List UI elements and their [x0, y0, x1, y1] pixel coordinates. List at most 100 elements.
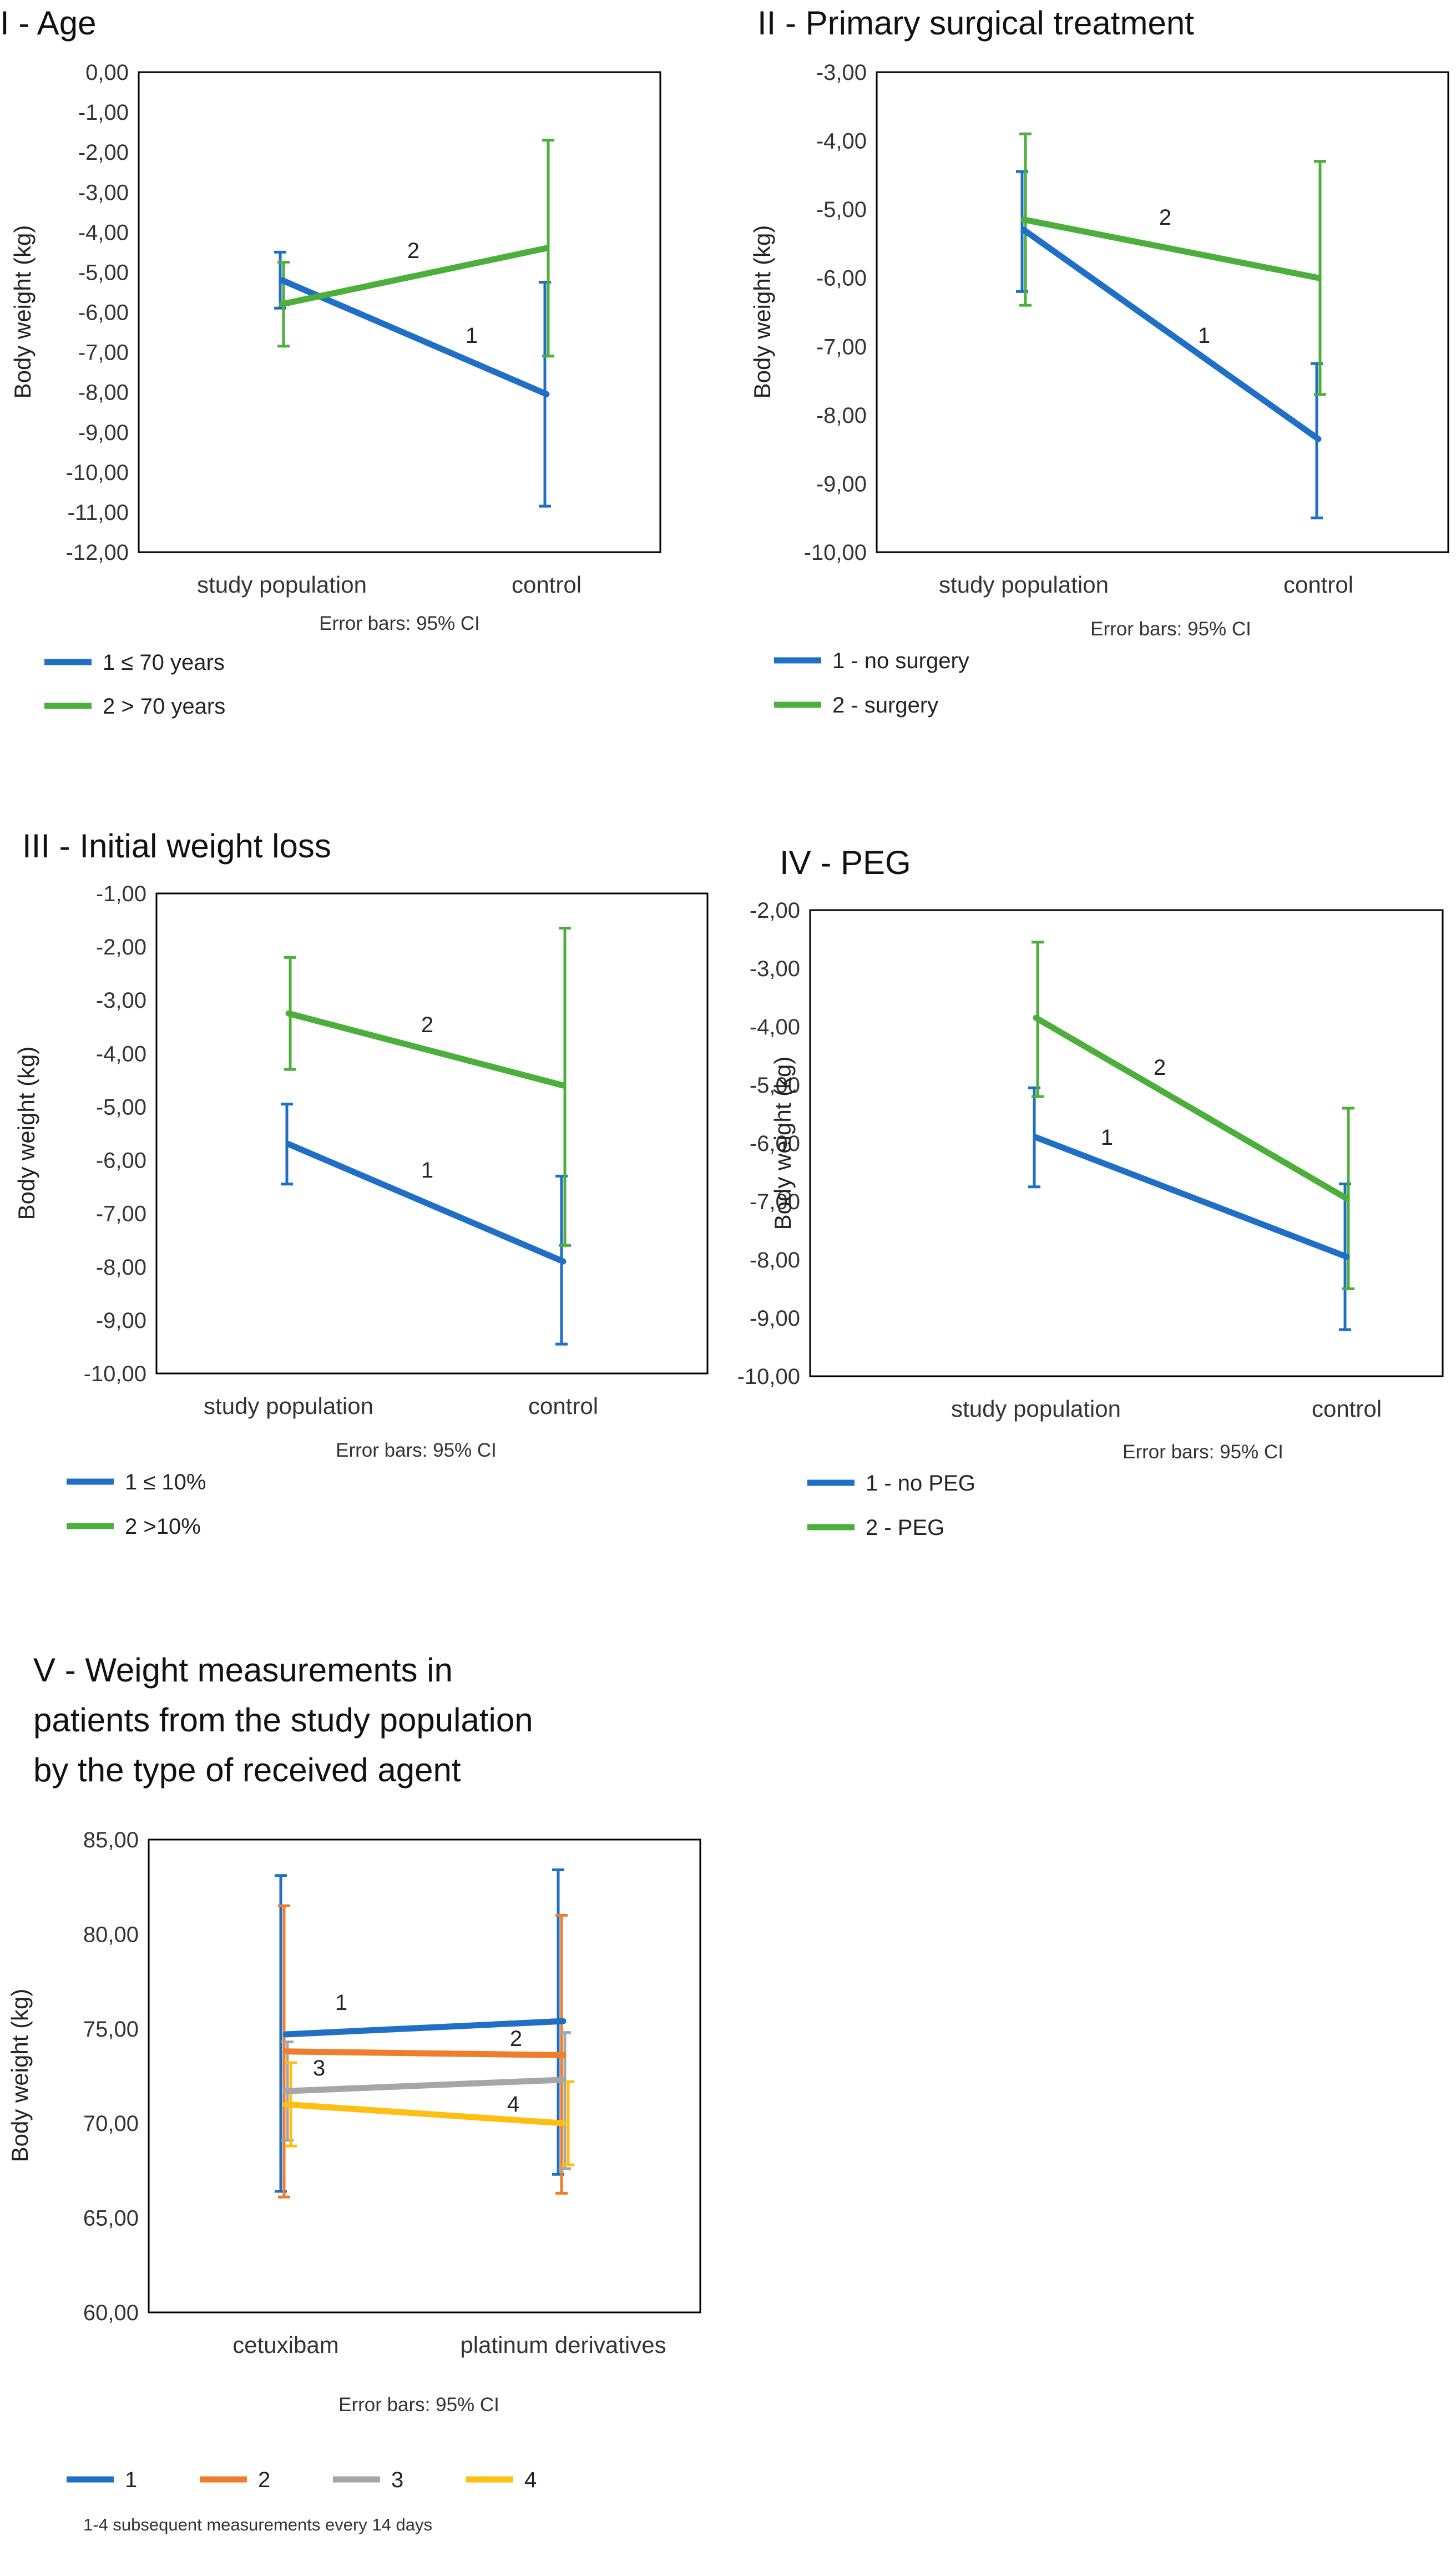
error-bar-note: Error bars: 95% CI [319, 613, 480, 634]
legend-label: 2 - PEG [866, 1516, 944, 1540]
y-tick-label: -4,00 [750, 1015, 800, 1039]
y-axis-label: Body weight (kg) [13, 1047, 39, 1220]
y-tick-label: 70,00 [83, 2112, 139, 2136]
error-bar-note: Error bars: 95% CI [338, 2394, 499, 2416]
series-label: 2 [1154, 1055, 1166, 1080]
y-tick-label: -12,00 [66, 541, 129, 565]
series-label: 2 [407, 239, 419, 263]
x-category-label: cetuxibam [232, 2332, 338, 2358]
y-tick-label: -4,00 [78, 220, 129, 245]
legend-label: 1 ≤ 70 years [103, 650, 225, 675]
y-tick-label: -3,00 [816, 60, 867, 85]
chart-title: III - Initial weight loss [22, 827, 331, 865]
plot-frame [148, 1838, 701, 2314]
y-tick-label: 0,00 [85, 60, 129, 85]
legend-label: 4 [524, 2468, 537, 2492]
series-line-2 [279, 245, 550, 307]
legend-label: 2 > 70 years [103, 694, 225, 719]
chart-title-line: V - Weight measurements in [33, 1651, 453, 1689]
y-tick-label: -10,00 [84, 1362, 146, 1386]
y-axis-label: Body weight (kg) [7, 1989, 33, 2163]
y-tick-label: -2,00 [750, 898, 800, 923]
y-tick-label: 80,00 [83, 1922, 139, 1947]
series-line-1 [285, 1141, 567, 1265]
chart-panel-p5: V - Weight measurements in patients from … [7, 1651, 701, 2534]
y-axis-label: Body weight (kg) [9, 225, 36, 399]
series-line-2 [282, 2048, 567, 2059]
series-line-2 [1033, 1014, 1350, 1202]
y-tick-label: 60,00 [83, 2301, 139, 2325]
y-tick-label: -11,00 [68, 501, 129, 525]
y-tick-label: -6,00 [816, 266, 867, 291]
y-axis-label: Body weight (kg) [749, 225, 775, 399]
x-category-label: study population [951, 1396, 1121, 1422]
series-label: 1 [335, 1991, 347, 2015]
y-tick-label: -8,00 [96, 1255, 146, 1280]
y-tick-label: -10,00 [804, 541, 867, 565]
chart-title-line: patients from the study population [33, 1701, 533, 1739]
series-label: 2 [1159, 205, 1171, 230]
y-tick-label: -6,00 [78, 301, 129, 325]
y-tick-label: -1,00 [96, 882, 146, 906]
legend-label: 2 [258, 2468, 270, 2492]
y-tick-label: -9,00 [816, 472, 867, 496]
legend-label: 1 - no surgery [832, 649, 969, 673]
y-tick-label: -5,00 [750, 1073, 800, 1098]
legend-label: 1 [125, 2468, 137, 2492]
y-tick-label: -3,00 [750, 957, 800, 981]
x-category-label: control [1283, 572, 1353, 598]
error-bar-note: Error bars: 95% CI [1090, 618, 1251, 640]
y-tick-label: -4,00 [96, 1042, 146, 1066]
error-bar-note: Error bars: 95% CI [1123, 1441, 1283, 1463]
footnote: 1-4 subsequent measurements every 14 day… [83, 2515, 432, 2534]
chart-panel-p2: II - Primary surgical treatment -3,00 -4,0… [749, 4, 1449, 718]
y-tick-label: -9,00 [750, 1306, 800, 1331]
y-tick-label: -1,00 [78, 100, 129, 125]
y-tick-label: -8,00 [816, 403, 867, 428]
y-axis-label: Body weight (kg) [770, 1057, 796, 1230]
series-label: 1 [1198, 324, 1210, 348]
y-tick-label: 75,00 [83, 2017, 139, 2042]
y-tick-label: -9,00 [96, 1309, 146, 1333]
x-category-label: control [512, 572, 582, 598]
y-tick-label: -6,00 [96, 1149, 146, 1173]
y-tick-label: -7,00 [96, 1202, 146, 1226]
y-tick-label: -5,00 [96, 1095, 146, 1119]
series-line-3 [282, 2077, 567, 2094]
x-category-label: study population [204, 1393, 373, 1419]
chart-title: II - Primary surgical treatment [757, 4, 1194, 42]
plot-frame [138, 71, 661, 553]
y-tick-label: 65,00 [83, 2206, 139, 2231]
legend-label: 3 [391, 2468, 403, 2492]
series-label: 2 [510, 2027, 522, 2051]
y-tick-label: 85,00 [83, 1828, 139, 1852]
series-line-4 [282, 2101, 567, 2126]
series-label: 2 [421, 1013, 433, 1037]
legend-label: 2 >10% [125, 1514, 201, 1539]
x-category-label: control [528, 1393, 598, 1419]
chart-panel-p3: III - Initial weight loss -1,00 -2,00 -3,00… [13, 827, 709, 1539]
chart-title: IV - PEG [780, 844, 911, 881]
series-label: 1 [421, 1158, 433, 1183]
x-category-label: control [1312, 1396, 1382, 1422]
y-tick-label: -8,00 [78, 381, 129, 405]
series-label: 3 [313, 2056, 325, 2080]
y-tick-label: -8,00 [750, 1248, 800, 1272]
series-line-2 [1020, 216, 1322, 281]
chart-title: I - Age [0, 4, 96, 42]
chart-panel-p4: IV - PEG -2,00 -3,00 -4,00 -5,00 -6,00 -7,00 -8… [737, 844, 1444, 1540]
x-category-label: platinum derivatives [460, 2332, 666, 2358]
series-label: 4 [507, 2092, 519, 2117]
y-tick-label: -9,00 [78, 421, 129, 445]
legend-label: 1 ≤ 10% [125, 1470, 206, 1494]
y-tick-label: -6,00 [750, 1132, 800, 1156]
y-tick-label: -10,00 [737, 1365, 800, 1389]
series-line-2 [285, 1010, 567, 1089]
chart-title-line: by the type of received agent [33, 1751, 461, 1789]
x-category-label: study population [197, 572, 367, 598]
legend-label: 2 - surgery [832, 693, 938, 718]
y-tick-label: -3,00 [96, 988, 146, 1013]
series-line-1 [1020, 226, 1322, 442]
y-tick-label: -2,00 [78, 140, 129, 165]
